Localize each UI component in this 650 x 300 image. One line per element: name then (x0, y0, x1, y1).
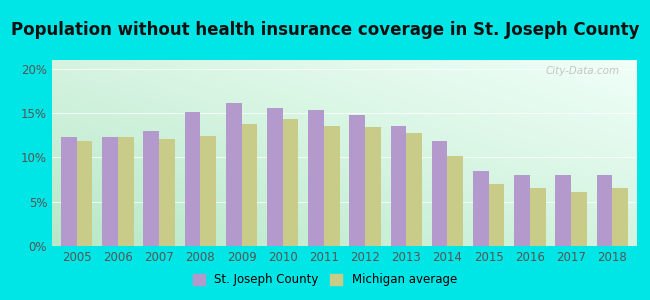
Bar (432, 142, 447, 246)
Bar (556, 175, 571, 246)
Bar (226, 103, 242, 246)
Bar (514, 175, 530, 246)
Bar (612, 188, 628, 246)
Bar (267, 108, 283, 246)
Bar (571, 192, 587, 246)
Bar (530, 188, 545, 246)
Bar (391, 126, 406, 246)
Bar (406, 133, 422, 246)
Bar (597, 175, 612, 246)
Text: City-Data.com: City-Data.com (545, 66, 619, 76)
Bar (159, 139, 175, 246)
Legend: St. Joseph County, Michigan average: St. Joseph County, Michigan average (188, 269, 462, 291)
Bar (242, 124, 257, 246)
Bar (350, 115, 365, 246)
Bar (185, 112, 200, 246)
Bar (200, 136, 216, 246)
Bar (489, 184, 504, 246)
Bar (118, 137, 133, 246)
Text: Population without health insurance coverage in St. Joseph County: Population without health insurance cove… (11, 21, 639, 39)
Bar (473, 171, 489, 246)
Bar (283, 119, 298, 246)
Bar (308, 110, 324, 246)
Bar (365, 127, 381, 246)
Bar (144, 131, 159, 246)
Bar (77, 142, 92, 246)
Bar (447, 156, 463, 246)
Bar (324, 126, 339, 246)
Bar (102, 137, 118, 246)
Bar (61, 137, 77, 246)
